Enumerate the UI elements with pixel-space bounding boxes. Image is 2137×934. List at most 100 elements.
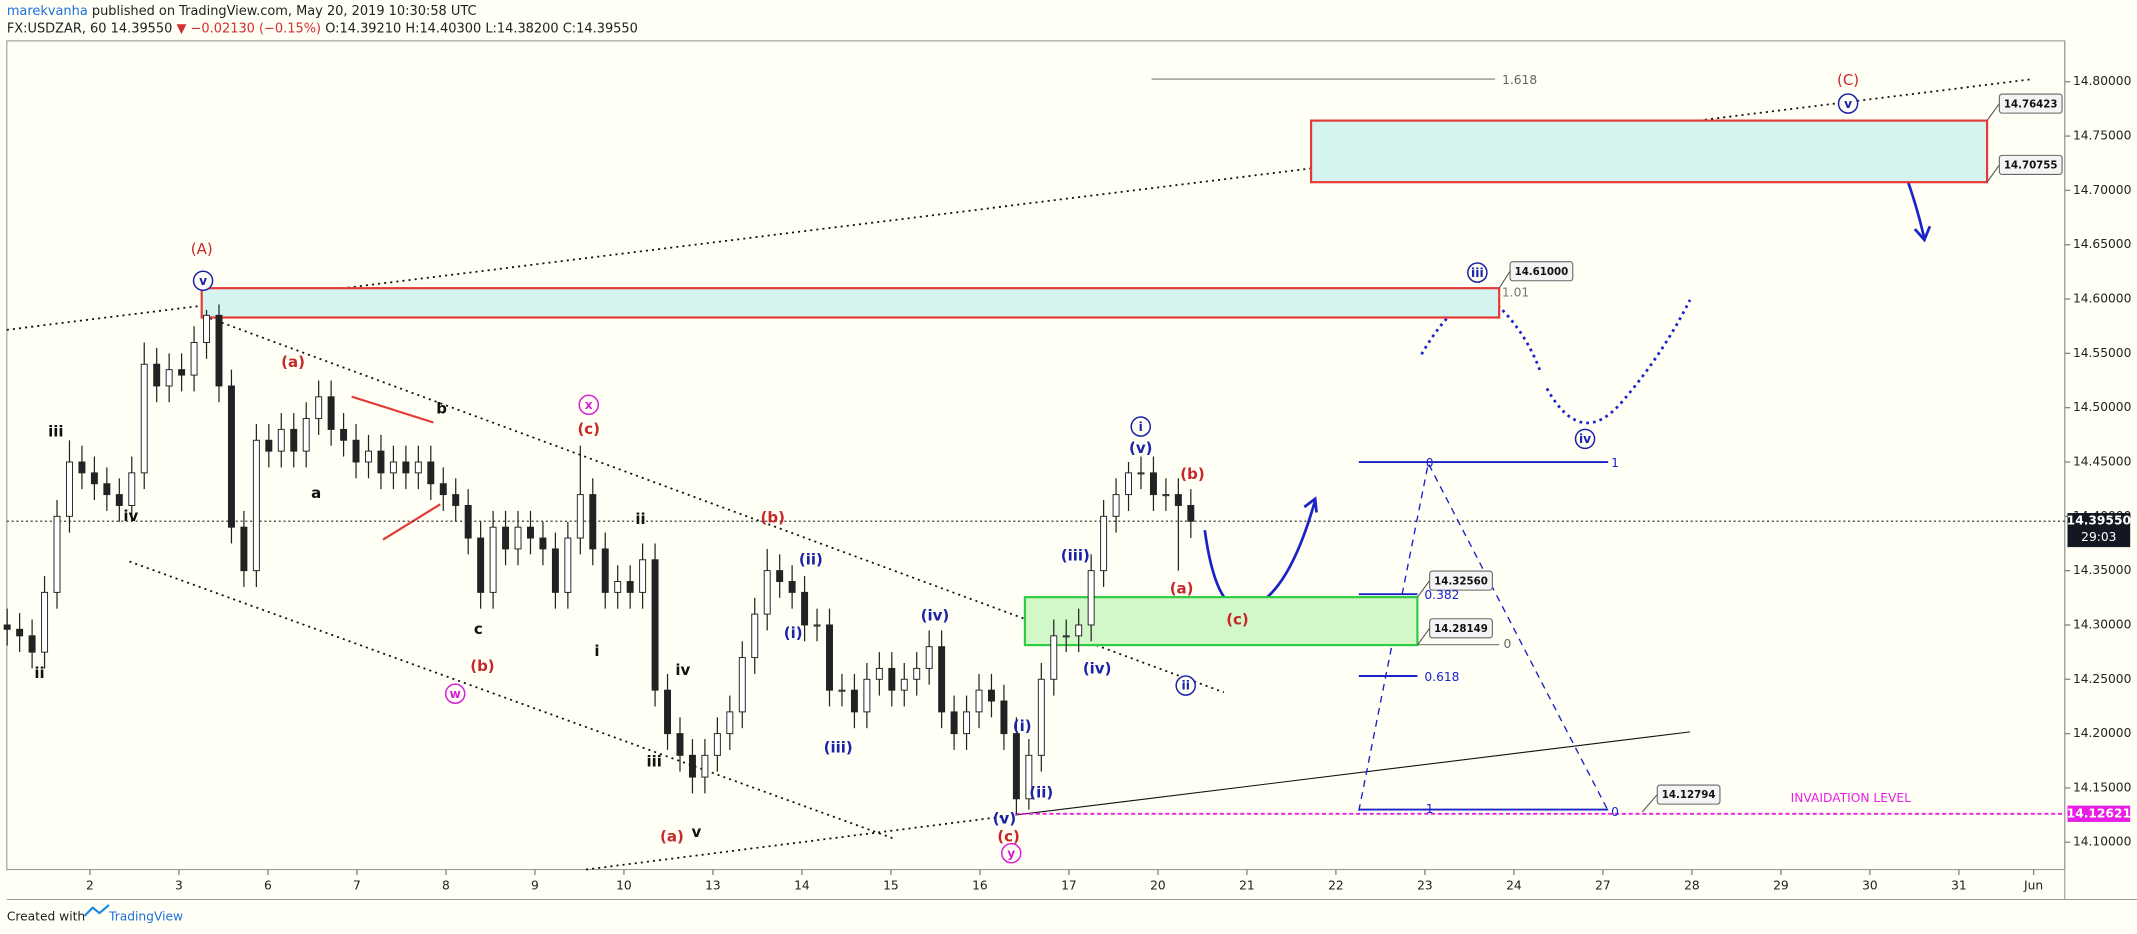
wave-label: ii [34, 664, 44, 682]
candle-body [813, 624, 821, 627]
header-line: marekvanha published on TradingView.com,… [7, 3, 477, 18]
candle-body [53, 515, 61, 593]
candle-body [190, 342, 198, 376]
wave-label: (a) [1170, 579, 1194, 597]
candle-body [153, 363, 161, 387]
symbol: FX:USDZAR, 60 [7, 21, 107, 36]
candle-body [302, 418, 310, 452]
fib-label: 0.618 [1424, 670, 1459, 684]
y-tick-label: 14.25000 [2073, 672, 2131, 686]
current-price-label: 14.39550 [2067, 514, 2131, 528]
wave-circle [1467, 262, 1488, 283]
candle-body [1174, 494, 1182, 506]
candle-body [28, 635, 36, 653]
candle-body [327, 396, 335, 430]
price-tag-box [1998, 93, 2063, 114]
wave-circle [578, 394, 600, 416]
candle-body [178, 369, 186, 376]
candle-body [626, 581, 634, 593]
candle-body [502, 526, 510, 550]
price-tag: 14.70755 [2004, 161, 2058, 172]
wave-label: (iv) [921, 607, 950, 625]
wave-label: v [692, 823, 702, 841]
candle-body [788, 581, 796, 593]
candle-body [614, 581, 622, 593]
wave-label: a [311, 484, 321, 502]
candle-body [477, 537, 485, 593]
candle-body [16, 628, 24, 637]
author[interactable]: marekvanha [7, 3, 88, 18]
candle-body [427, 461, 435, 485]
x-tick-label: 16 [972, 878, 988, 892]
wave-circle [1837, 93, 1859, 114]
candle-body [66, 461, 73, 517]
wave-label: (b) [761, 508, 785, 526]
candle-body [651, 559, 659, 691]
price-tag-box [1429, 570, 1493, 591]
x-tick-label: 14 [794, 878, 810, 892]
candle-body [751, 613, 759, 659]
candle-body [975, 689, 983, 713]
wave-label: (c) [1226, 611, 1249, 629]
change: ▼ −0.02130 (−0.15%) [177, 21, 322, 36]
footer-text: Created with [7, 910, 85, 924]
candle-body [776, 570, 784, 582]
candle-body [601, 548, 609, 593]
brand-logo [83, 904, 110, 917]
wave-circle [192, 270, 214, 292]
x-tick-label: 20 [1150, 878, 1166, 892]
x-tick-label: 31 [1951, 878, 1967, 892]
candle-body [489, 526, 497, 593]
price-tag-box [1509, 261, 1574, 282]
candle-body [452, 494, 460, 506]
fib-label: 0 [1503, 637, 1511, 651]
wave-label: (i) [784, 624, 803, 642]
wave-label: (C) [1837, 71, 1859, 89]
candle-body [290, 428, 298, 452]
candle-body [115, 494, 123, 506]
candle-body [377, 450, 385, 474]
price-tag-box [1656, 784, 1721, 805]
candle-body [215, 314, 223, 387]
circled-wave-label: i [1139, 420, 1143, 434]
candle-body [277, 428, 285, 452]
wave-circle [1175, 675, 1196, 696]
candle-body [801, 591, 809, 626]
candle-body [340, 428, 348, 441]
support-dotted-line [585, 814, 1016, 871]
candle-body [826, 624, 833, 691]
invalidation-text: INVAIDATION LEVEL [1791, 791, 1911, 805]
candle-body [888, 667, 896, 691]
price-tag: 14.61000 [1515, 267, 1569, 278]
x-tick-label: 28 [1684, 878, 1700, 892]
candle-body [1037, 678, 1045, 756]
candle-body [576, 494, 584, 539]
y-tick-label: 14.65000 [2073, 237, 2131, 251]
candle-body [639, 559, 647, 593]
ohlc-low: L:14.38200 [485, 21, 558, 36]
price-tag: 14.12794 [1662, 790, 1716, 801]
candle-body [252, 439, 260, 572]
candle-body [688, 754, 696, 778]
candle-body [1087, 570, 1095, 626]
candle-body [1050, 635, 1058, 680]
candle-body [402, 461, 410, 474]
wave-label: (v) [993, 810, 1016, 828]
x-tick-label: 23 [1417, 878, 1433, 892]
x-tick-label: 10 [616, 878, 632, 892]
candle-body [90, 472, 98, 485]
candle-body [539, 537, 547, 550]
fib-label: 1 [1611, 456, 1619, 470]
wave-label: (c) [577, 420, 600, 438]
fib-label: 0 [1611, 805, 1619, 819]
wave-label: (i) [1013, 717, 1032, 735]
x-tick-label: 9 [531, 878, 539, 892]
footer-brand[interactable]: TradingView [108, 910, 183, 924]
candle-body [713, 733, 721, 756]
x-tick-label: 15 [883, 878, 899, 892]
invalidation-price-label: 14.12621 [2067, 806, 2131, 820]
candle-body [1100, 515, 1108, 572]
x-tick-label: 13 [705, 878, 721, 892]
candle-body [240, 526, 248, 572]
